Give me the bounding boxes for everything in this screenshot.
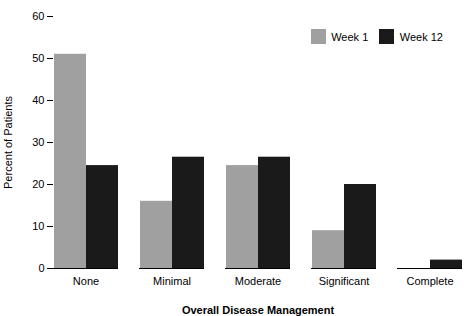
svg-text:50: 50 xyxy=(32,52,44,64)
svg-text:Minimal: Minimal xyxy=(153,275,191,287)
svg-text:0: 0 xyxy=(38,262,44,274)
svg-text:Complete: Complete xyxy=(406,275,453,287)
svg-text:10: 10 xyxy=(32,220,44,232)
svg-text:40: 40 xyxy=(32,94,44,106)
svg-text:Percent of Patients: Percent of Patients xyxy=(2,96,14,189)
html-text:Week 1: Week 1 xyxy=(331,30,369,43)
svg-text:20: 20 xyxy=(32,178,44,190)
svg-text:30: 30 xyxy=(32,136,44,148)
svg-text:None: None xyxy=(73,275,99,287)
svg-text:Moderate: Moderate xyxy=(235,275,281,287)
html-text:Week 12: Week 12 xyxy=(399,30,443,43)
svg-text:Overall Disease Management: Overall Disease Management xyxy=(182,304,335,316)
svg-text:Significant: Significant xyxy=(319,275,370,287)
svg-text:60: 60 xyxy=(32,10,44,22)
